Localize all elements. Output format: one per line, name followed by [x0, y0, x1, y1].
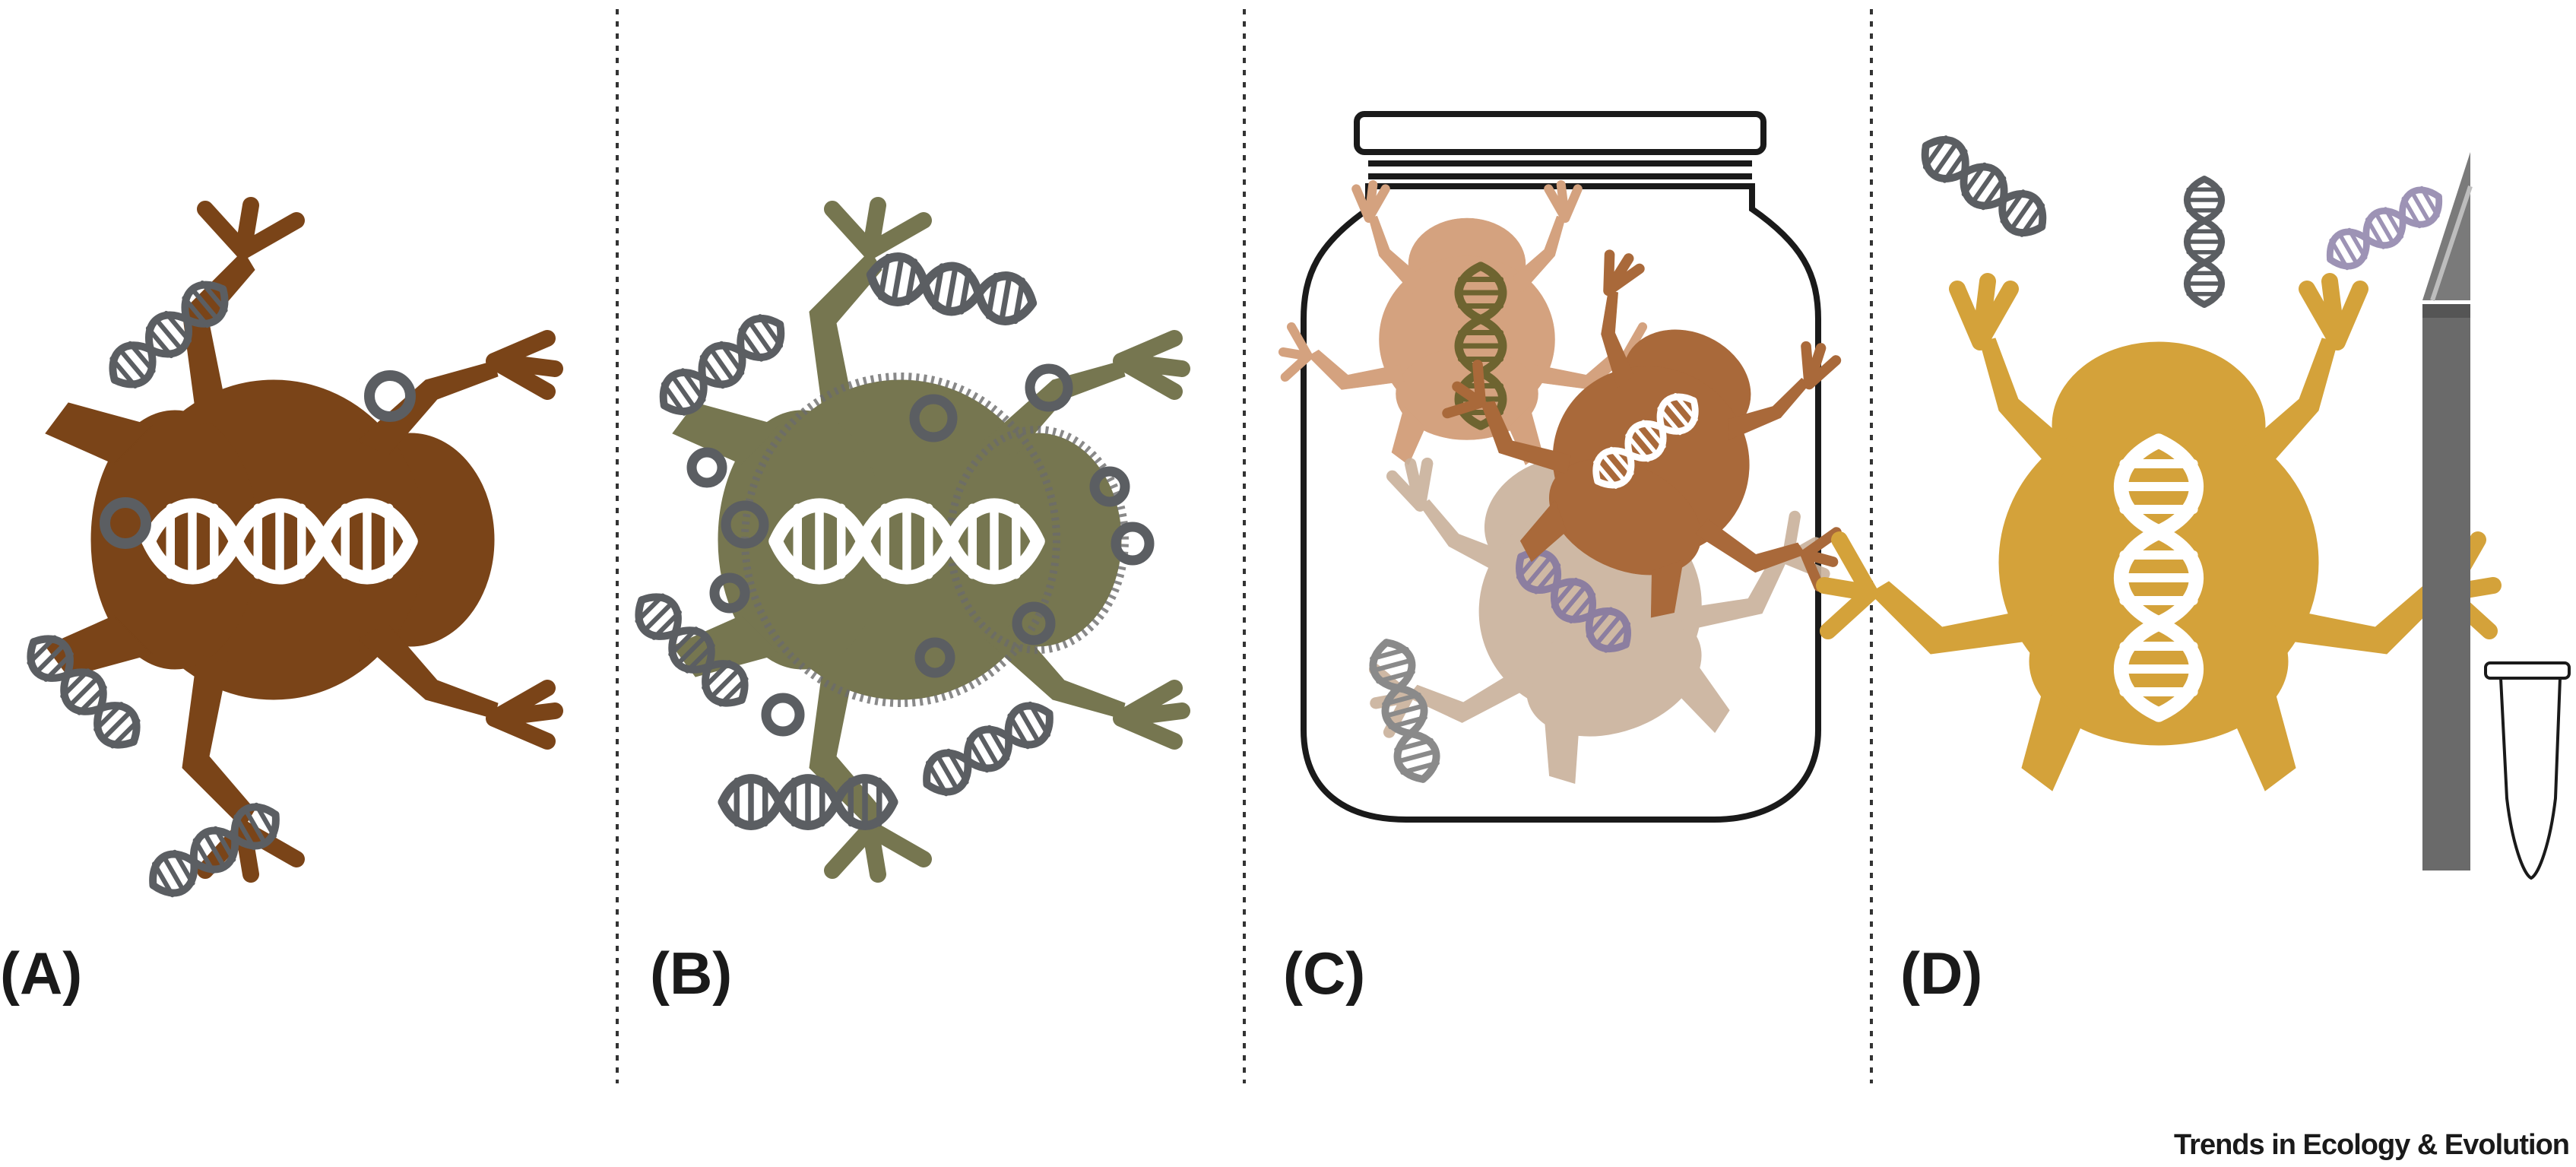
tube-icon [2484, 661, 2571, 880]
dna-icon [1915, 129, 2053, 243]
panel-label-c: (C) [1283, 940, 1365, 1007]
panel-dividers [616, 9, 1873, 1083]
dna-icon [2187, 179, 2222, 305]
cell-icon [686, 447, 727, 488]
cell-icon [761, 693, 805, 737]
panel-b [628, 205, 1182, 874]
panel-a [20, 205, 555, 902]
dna-icon [867, 252, 1036, 325]
dna-icon [2121, 441, 2197, 715]
frog-outline-icon [741, 373, 1129, 707]
cell-icon [909, 394, 958, 442]
dna-icon [653, 308, 791, 421]
dna-icon [2321, 182, 2448, 275]
dna-icon [149, 505, 411, 579]
tube-body [2498, 677, 2562, 880]
cell-icon [1089, 466, 1130, 507]
panel-c [1283, 111, 1912, 838]
panel-label-b: (B) [650, 940, 732, 1007]
cell-icon [914, 637, 955, 678]
scalpel-icon [2422, 152, 2473, 870]
tube-cap [2484, 661, 2571, 680]
cell-icon [709, 572, 750, 614]
panel-label-d: (D) [1900, 940, 1982, 1007]
cell-icon [364, 370, 416, 422]
dna-icon [1367, 637, 1442, 784]
cell-icon [1111, 522, 1155, 566]
jar-lid [1354, 111, 1766, 155]
journal-credit: Trends in Ecology & Evolution [2174, 1129, 2569, 1161]
panel-label-a: (A) [0, 940, 82, 1007]
dna-icon [776, 505, 1038, 579]
cell-icon [100, 497, 151, 549]
dna-icon [723, 779, 894, 826]
cell-icon [1012, 601, 1056, 645]
panel-d [1824, 129, 2571, 880]
jar-body [1301, 183, 1821, 823]
jar-icon [1301, 111, 1821, 823]
scalpel-handle [2422, 304, 2470, 870]
scalpel-blade [2422, 152, 2470, 300]
dna-icon [917, 696, 1059, 801]
cell-icon [721, 500, 769, 549]
cell-icon [1025, 363, 1073, 412]
